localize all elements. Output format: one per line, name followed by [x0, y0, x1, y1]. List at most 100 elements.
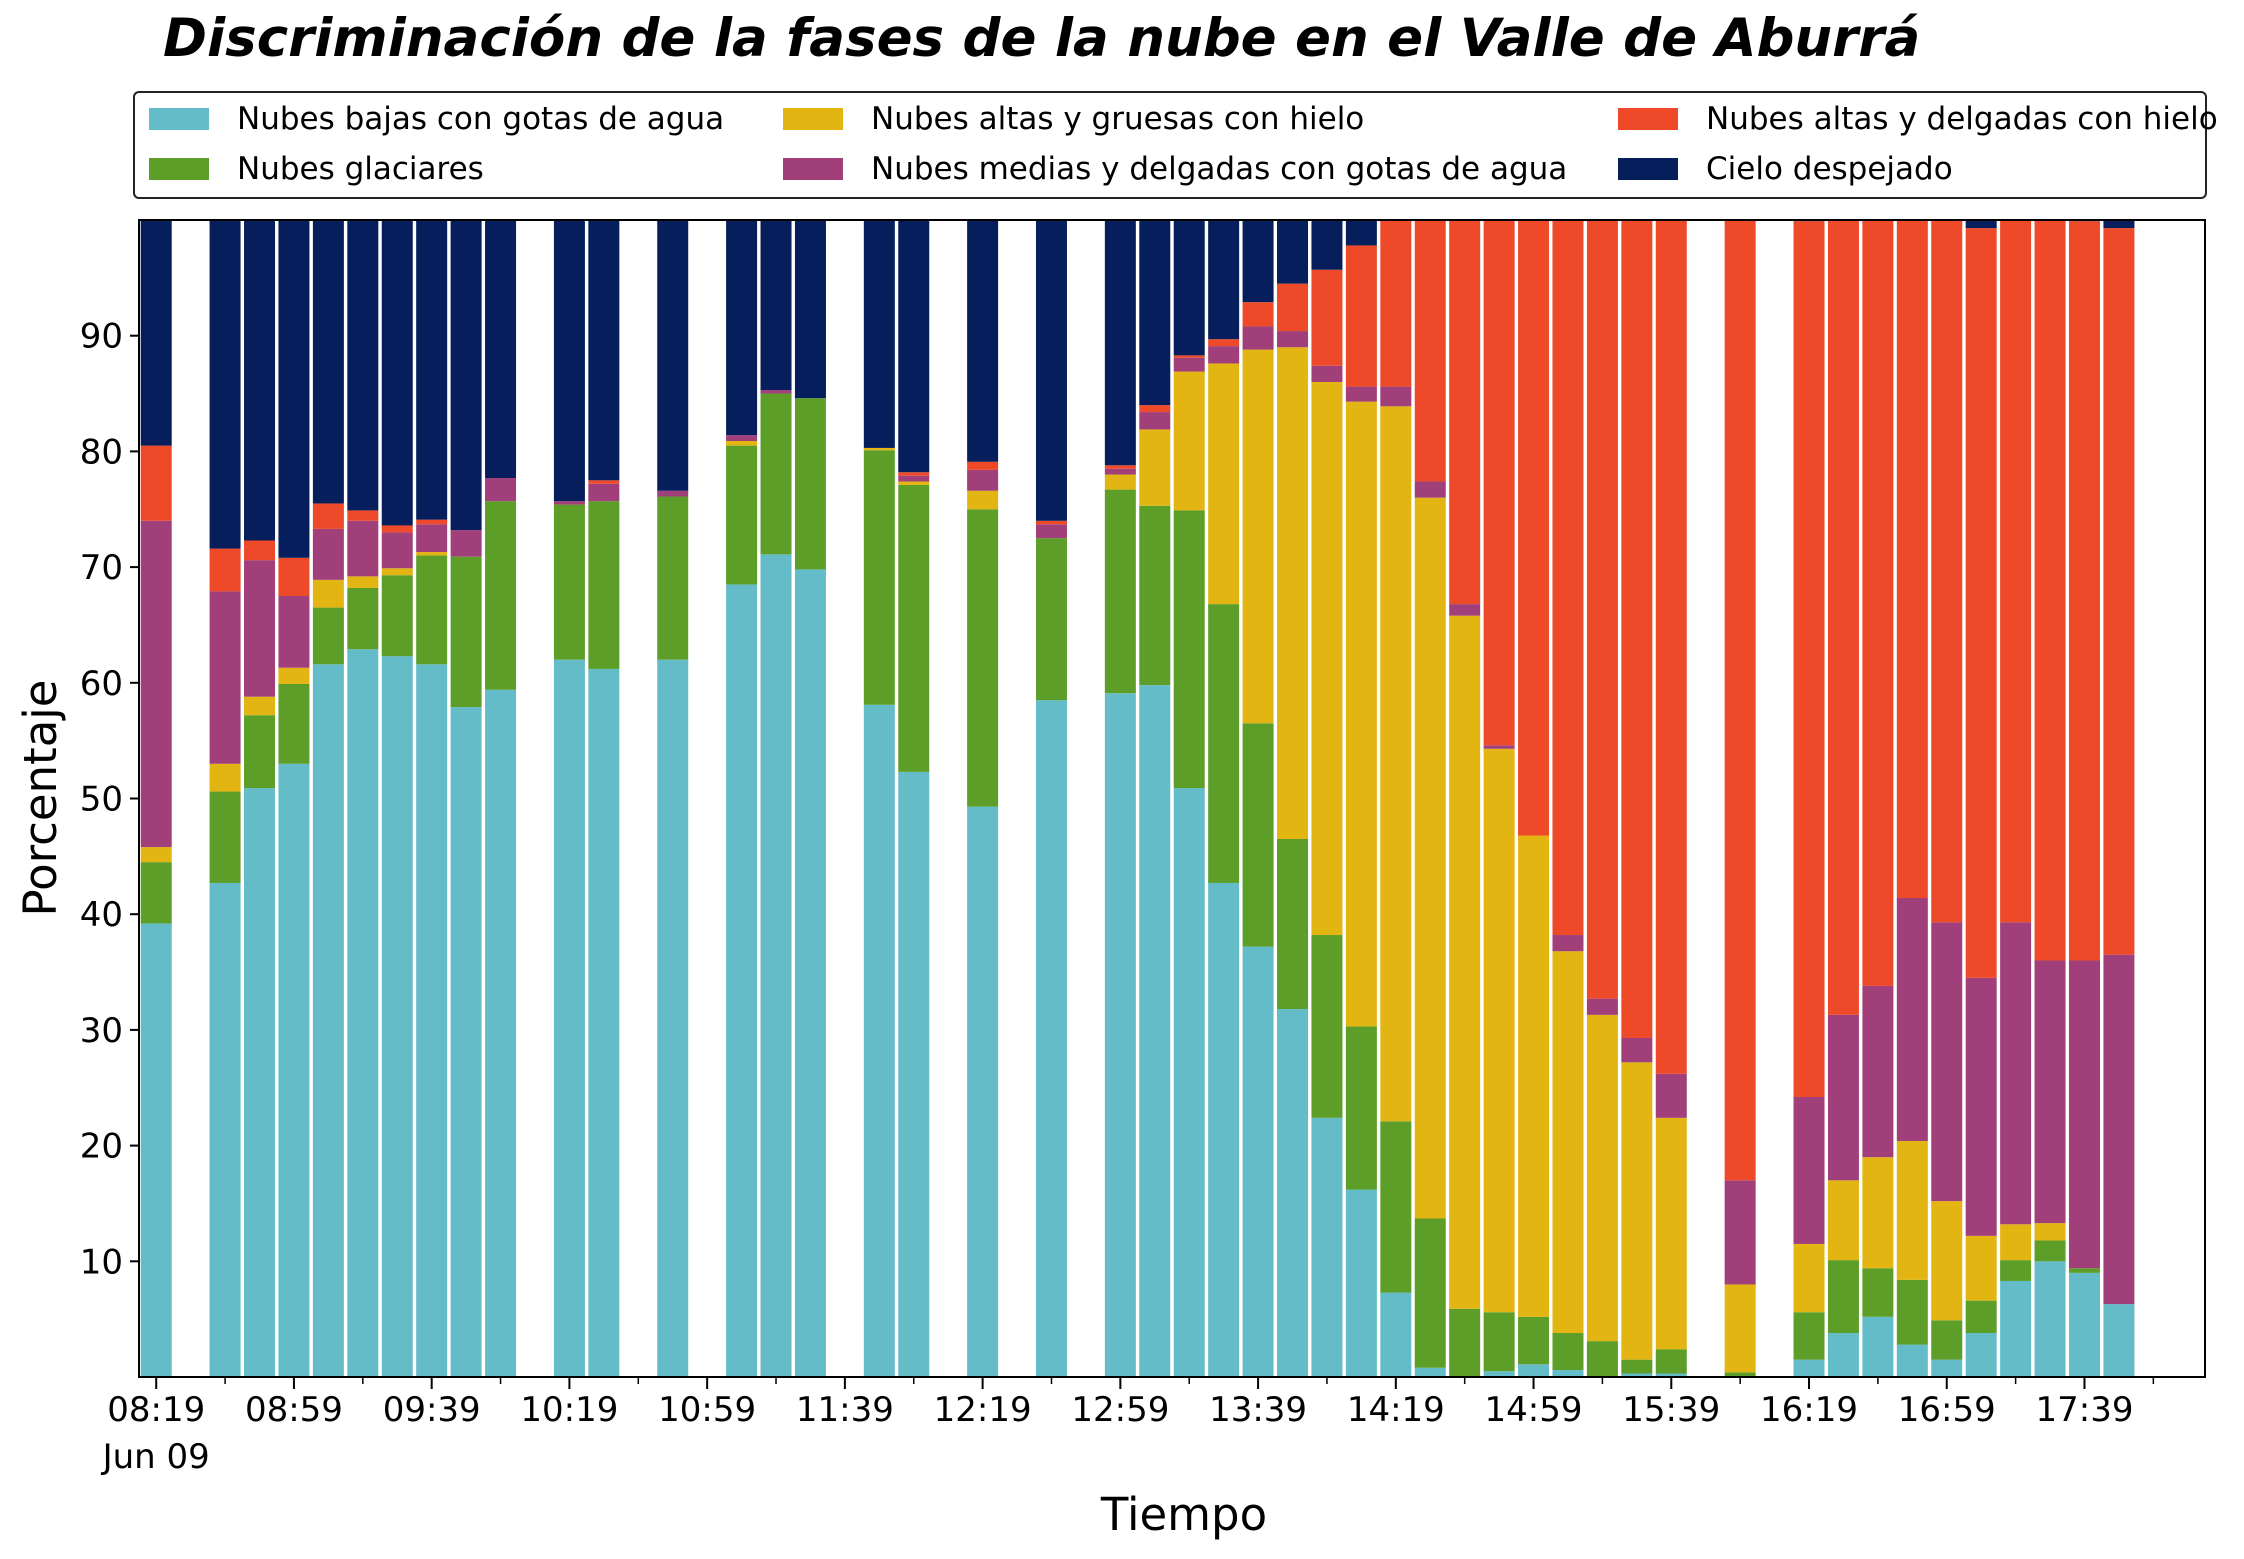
bar-segment-nubes-altas-y-delgadas-con-hielo — [1449, 220, 1481, 605]
bar-segment-nubes-bajas-con-gotas-de-agua — [1414, 1367, 1446, 1377]
bar-segment-nubes-altas-y-gruesas-con-hielo — [1380, 406, 1412, 1122]
bar-segment-nubes-medias-y-delgadas-con-gotas-de-agua — [244, 560, 276, 697]
bar-segment-nubes-bajas-con-gotas-de-agua — [140, 923, 172, 1377]
bar-segment-nubes-altas-y-gruesas-con-hielo — [312, 579, 344, 608]
bar-segment-nubes-altas-y-gruesas-con-hielo — [347, 576, 379, 588]
bar-segment-nubes-medias-y-delgadas-con-gotas-de-agua — [1104, 468, 1136, 475]
bar-segment-nubes-altas-y-delgadas-con-hielo — [1931, 220, 1963, 923]
legend-label: Cielo despejado — [1706, 151, 1953, 187]
bar-segment-nubes-bajas-con-gotas-de-agua — [2103, 1304, 2135, 1377]
x-tick-sublabel: Jun 09 — [101, 1437, 210, 1477]
legend-item-nubes-glaciares: Nubes glaciares — [149, 149, 484, 189]
bar-segment-nubes-glaciares — [244, 715, 276, 789]
bar-segment-nubes-altas-y-gruesas-con-hielo — [209, 763, 241, 792]
bar-1129 — [794, 220, 826, 1377]
bar-1359 — [1311, 220, 1343, 1377]
bar-segment-nubes-glaciares — [794, 398, 826, 570]
bar-1719 — [2000, 220, 2032, 1377]
bar-0909 — [312, 220, 344, 1377]
bar-segment-nubes-altas-y-gruesas-con-hielo — [1621, 1062, 1653, 1360]
legend-label: Nubes glaciares — [237, 151, 484, 187]
bar-segment-cielo-despejado — [1173, 220, 1205, 356]
bar-0839 — [209, 220, 241, 1377]
legend-label: Nubes medias y delgadas con gotas de agu… — [871, 151, 1568, 187]
bar-segment-nubes-medias-y-delgadas-con-gotas-de-agua — [1724, 1180, 1756, 1285]
bar-segment-nubes-glaciares — [760, 393, 792, 555]
legend-label: Nubes altas y delgadas con hielo — [1706, 101, 2218, 137]
legend-label: Nubes altas y gruesas con hielo — [871, 101, 1365, 137]
bar-segment-nubes-altas-y-gruesas-con-hielo — [140, 847, 172, 863]
bar-segment-nubes-altas-y-delgadas-con-hielo — [2034, 220, 2066, 961]
bar-segment-nubes-bajas-con-gotas-de-agua — [1965, 1333, 1997, 1377]
bar-segment-nubes-glaciares — [898, 484, 930, 772]
bar-segment-nubes-glaciares — [416, 555, 448, 665]
bar-segment-cielo-despejado — [381, 220, 413, 526]
bar-segment-nubes-glaciares — [2068, 1268, 2100, 1273]
x-tick-label: 12:19 — [934, 1390, 1032, 1430]
bar-segment-nubes-altas-y-delgadas-con-hielo — [209, 548, 241, 592]
bar-segment-nubes-bajas-con-gotas-de-agua — [1277, 1009, 1309, 1377]
bar-segment-nubes-bajas-con-gotas-de-agua — [1139, 685, 1171, 1377]
legend-swatch — [783, 108, 843, 130]
bar-segment-nubes-altas-y-delgadas-con-hielo — [588, 480, 620, 484]
bar-1429 — [1414, 220, 1446, 1377]
bar-segment-nubes-glaciares — [1793, 1312, 1825, 1360]
bar-segment-nubes-altas-y-delgadas-con-hielo — [1724, 220, 1756, 1181]
bar-1029 — [588, 220, 620, 1377]
bar-segment-nubes-altas-y-delgadas-con-hielo — [1139, 405, 1171, 413]
bar-segment-nubes-glaciares — [1277, 839, 1309, 1010]
x-tick-label: 16:59 — [1898, 1390, 1996, 1430]
bar-segment-nubes-altas-y-delgadas-con-hielo — [140, 445, 172, 521]
bar-segment-cielo-despejado — [1277, 220, 1309, 284]
bar-1729 — [2034, 220, 2066, 1377]
bar-segment-nubes-medias-y-delgadas-con-gotas-de-agua — [1793, 1097, 1825, 1244]
bar-segment-nubes-altas-y-gruesas-con-hielo — [2034, 1223, 2066, 1241]
bar-segment-nubes-altas-y-delgadas-con-hielo — [2103, 228, 2135, 955]
bar-segment-nubes-altas-y-delgadas-con-hielo — [2068, 221, 2100, 961]
bar-segment-nubes-glaciares — [1827, 1260, 1859, 1334]
bar-segment-nubes-glaciares — [657, 496, 689, 660]
bar-segment-cielo-despejado — [760, 220, 792, 391]
bar-segment-nubes-altas-y-gruesas-con-hielo — [1277, 347, 1309, 839]
bar-segment-nubes-altas-y-delgadas-con-hielo — [1242, 302, 1274, 327]
bar-segment-nubes-glaciares — [450, 556, 482, 708]
bar-0949 — [450, 220, 482, 1377]
bar-segment-nubes-glaciares — [1621, 1359, 1653, 1374]
bar-segment-nubes-bajas-con-gotas-de-agua — [347, 649, 379, 1377]
bar-segment-nubes-glaciares — [1586, 1341, 1618, 1377]
bar-segment-nubes-medias-y-delgadas-con-gotas-de-agua — [2103, 954, 2135, 1305]
bar-segment-nubes-medias-y-delgadas-con-gotas-de-agua — [1242, 326, 1274, 350]
bar-segment-cielo-despejado — [416, 220, 448, 520]
bar-0919 — [347, 220, 379, 1377]
bar-segment-nubes-medias-y-delgadas-con-gotas-de-agua — [1449, 604, 1481, 616]
bar-segment-nubes-glaciares — [1311, 935, 1343, 1118]
bar-1329 — [1208, 220, 1240, 1377]
bar-segment-nubes-medias-y-delgadas-con-gotas-de-agua — [485, 478, 517, 502]
bar-segment-nubes-altas-y-gruesas-con-hielo — [1173, 371, 1205, 511]
bar-segment-nubes-altas-y-delgadas-con-hielo — [1655, 220, 1687, 1074]
bar-0929 — [381, 220, 413, 1377]
bar-segment-nubes-bajas-con-gotas-de-agua — [553, 659, 585, 1377]
chart-title: Discriminación de la fases de la nube en… — [163, 8, 1921, 69]
bar-segment-nubes-bajas-con-gotas-de-agua — [794, 569, 826, 1377]
bar-segment-nubes-bajas-con-gotas-de-agua — [760, 554, 792, 1377]
x-axis-title: Tiempo — [1100, 1488, 1267, 1541]
bar-segment-nubes-medias-y-delgadas-con-gotas-de-agua — [1827, 1014, 1859, 1181]
bar-segment-nubes-glaciares — [1862, 1268, 1894, 1317]
bar-segment-nubes-altas-y-delgadas-con-hielo — [1035, 520, 1067, 525]
bar-segment-nubes-altas-y-gruesas-con-hielo — [1931, 1201, 1963, 1321]
bar-1149 — [863, 220, 895, 1377]
bar-segment-cielo-despejado — [347, 220, 379, 511]
bar-segment-cielo-despejado — [898, 220, 930, 473]
bar-segment-nubes-glaciares — [1896, 1279, 1928, 1345]
bar-1509 — [1552, 220, 1584, 1377]
bar-segment-nubes-glaciares — [1139, 505, 1171, 686]
x-tick-label: 14:19 — [1347, 1390, 1445, 1430]
bar-segment-nubes-glaciares — [278, 683, 310, 764]
bar-segment-cielo-despejado — [657, 220, 689, 491]
bar-segment-nubes-medias-y-delgadas-con-gotas-de-agua — [209, 591, 241, 764]
bar-segment-nubes-medias-y-delgadas-con-gotas-de-agua — [278, 596, 310, 668]
bar-segment-nubes-medias-y-delgadas-con-gotas-de-agua — [1621, 1038, 1653, 1063]
bar-segment-nubes-altas-y-gruesas-con-hielo — [1965, 1235, 1997, 1301]
bar-segment-nubes-bajas-con-gotas-de-agua — [2000, 1280, 2032, 1377]
